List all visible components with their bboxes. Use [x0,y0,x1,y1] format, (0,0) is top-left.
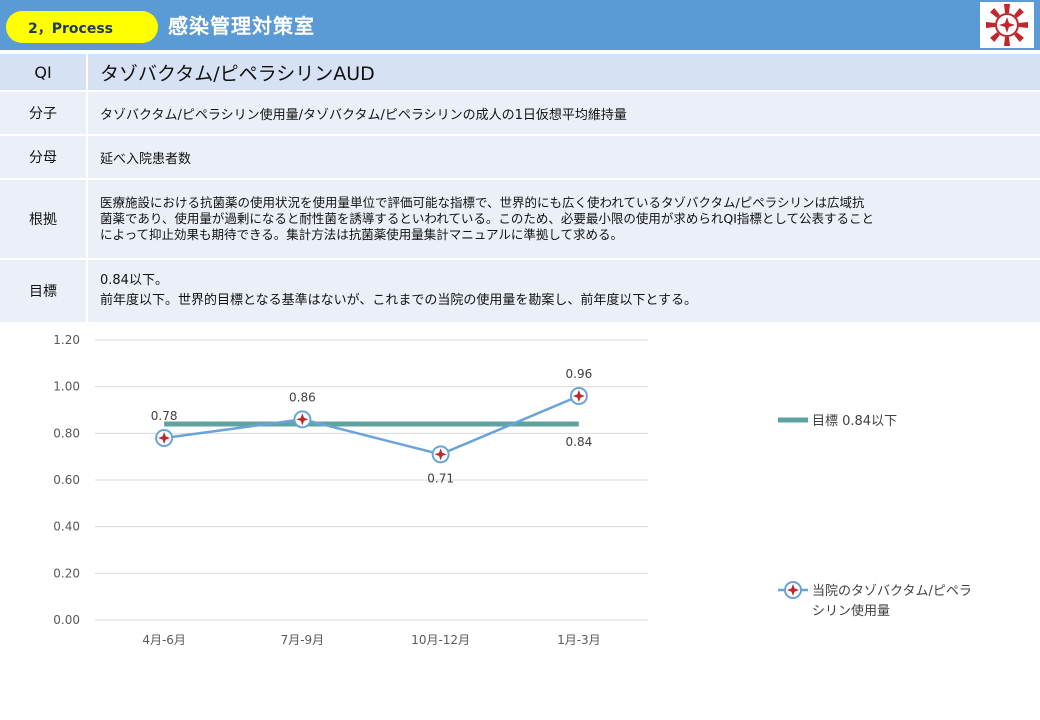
usage-data-label: 0.78 [151,409,178,423]
goal-value: 0.84以下。 前年度以下。世界的目標となる基準はないが、これまでの当院の使用量… [90,260,1040,322]
marker-emblem [434,448,447,461]
goal-line-2: 前年度以下。世界的目標となる基準はないが、これまでの当院の使用量を勘案し、前年度… [100,293,697,308]
numerator-row: 分子 タゾバクタム/ピペラシリン使用量/タゾバクタム/ピペラシリンの成人の1日仮… [0,92,1040,134]
chart-canvas: 0.00 0.20 0.40 0.60 0.80 1.00 1.20 4月-6月 7月-9月 1… [53,333,972,647]
y-tick-label: 1.00 [53,380,80,394]
y-tick-label: 0.80 [53,426,80,440]
usage-data-point [155,429,174,447]
legend-usage-marker [784,581,802,599]
numerator-label: 分子 [0,92,88,134]
denominator-label: 分母 [0,136,88,178]
y-tick-label: 0.40 [53,520,80,534]
marker-emblem [158,432,171,444]
qi-value: タゾバクタム/ピペラシリンAUD [100,62,375,85]
usage-data-point [293,410,312,429]
process-badge-label: 2，Process [28,21,113,37]
y-tick-label: 0.60 [53,473,80,487]
goal-label: 目標 [0,260,88,322]
basis-row: 根拠 医療施設における抗菌薬の使用状況を使用量単位で評価可能な指標で、世界的にも… [0,180,1040,258]
goal-row: 目標 0.84以下。 前年度以下。世界的目標となる基準はないが、これまでの当院の… [0,260,1040,322]
x-tick-label: 10月-12月 [411,633,470,647]
usage-data-label: 0.71 [427,471,454,485]
legend-usage-label-line: シリン使用量 [812,603,890,619]
denominator-value: 延べ入院患者数 [100,151,192,167]
usage-series-line [163,394,580,456]
x-tick-label: 7月-9月 [281,633,325,647]
usage-data-label: 0.86 [289,390,316,404]
legend-usage-label-line: 当院のタゾバクタム/ピペラ [812,584,972,599]
basis-label: 根拠 [0,180,88,258]
usage-data-label: 0.96 [566,367,593,381]
y-tick-label: 0.00 [53,613,80,627]
x-tick-label: 1月-3月 [557,633,601,647]
marker-emblem [787,584,799,596]
basis-line: によって抑止効果も期待できる。集計方法は抗菌薬使用量集計マニュアルに準拠して求め… [100,227,624,242]
qi-label: QI [0,54,88,90]
basis-line: 医療施設における抗菌薬の使用状況を使用量単位で評価可能な指標で、世界的にも広く使… [100,195,865,210]
department-title: 感染管理対策室 [168,14,315,38]
qi-row: QI タゾバクタム/ピペラシリンAUD [0,54,1040,90]
marker-emblem [296,413,309,426]
usage-data-point [569,387,588,405]
process-badge: 2，Process [6,11,158,43]
hospital-emblem-icon [980,2,1034,48]
aud-line-chart: 0.00 0.20 0.40 0.60 0.80 1.00 1.20 4月-6月 7月-9月 1… [0,325,1040,720]
x-tick-label: 4月-6月 [142,633,186,647]
y-tick-label: 1.20 [53,333,80,347]
marker-emblem [572,390,585,402]
denominator-row: 分母 延べ入院患者数 [0,136,1040,178]
y-tick-label: 0.20 [53,566,80,580]
numerator-value: タゾバクタム/ピペラシリン使用量/タゾバクタム/ピペラシリンの成人の1日仮想平均… [100,107,627,123]
usage-data-point [431,445,450,464]
header-bar: 2，Process 感染管理対策室 [0,0,1040,50]
basis-line: 菌薬であり、使用量が過剰になると耐性菌を誘導するといわれている。このため、必要最… [100,211,875,226]
legend-usage-label: 当院のタゾバクタム/ピペラシリン使用量 [812,584,972,619]
legend-target-label: 目標 0.84以下 [812,414,897,429]
goal-line-1: 0.84以下。 [100,273,168,288]
target-data-label: 0.84 [566,435,593,449]
basis-value: 医療施設における抗菌薬の使用状況を使用量単位で評価可能な指標で、世界的にも広く使… [90,180,1040,258]
